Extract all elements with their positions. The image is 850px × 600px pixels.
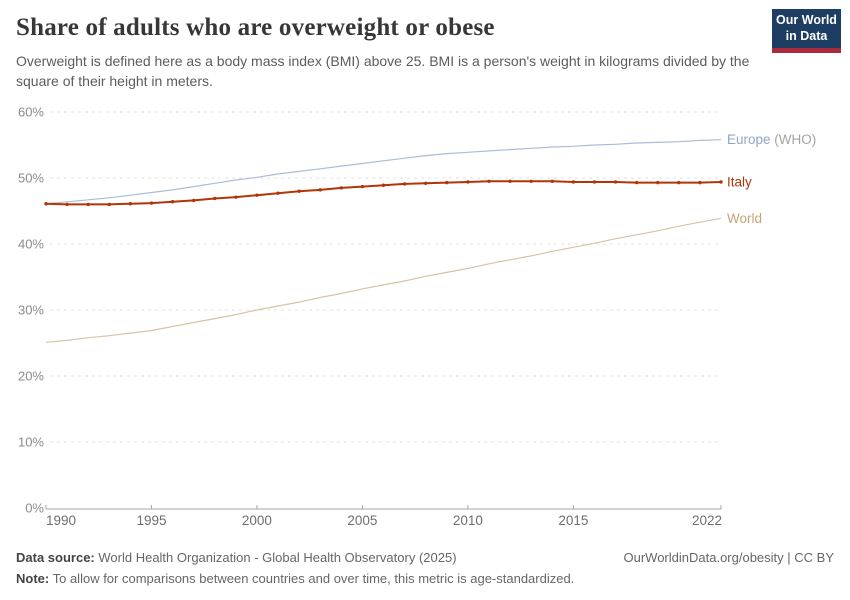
y-tick-label-20%: 20%: [18, 369, 44, 384]
series-marker-italy-2009: [445, 180, 449, 185]
series-marker-italy-1997: [191, 198, 196, 203]
series-marker-italy-2013: [529, 179, 533, 183]
x-tick-label-2010: 2010: [453, 513, 483, 528]
data-source-text: Data source: World Health Organization -…: [16, 550, 457, 565]
series-marker-italy-2014: [550, 179, 554, 183]
series-marker-italy-1991: [65, 202, 69, 207]
series-marker-italy-1998: [213, 196, 217, 201]
y-tick-label-60%: 60%: [18, 105, 44, 120]
y-tick-label-50%: 50%: [18, 171, 44, 186]
owid-logo[interactable]: Our World in Data: [772, 9, 841, 53]
footer-note-row: Note: To allow for comparisons between c…: [16, 571, 834, 586]
x-tick-label-2005: 2005: [347, 513, 377, 528]
series-marker-italy-2016: [592, 180, 597, 184]
footer-source-row: Data source: World Health Organization -…: [16, 550, 834, 565]
series-marker-italy-2010: [466, 180, 470, 184]
series-marker-italy-2000: [255, 193, 259, 197]
y-tick-label-10%: 10%: [18, 435, 44, 450]
series-marker-italy-2011: [487, 179, 491, 183]
chart-subtitle: Overweight is defined here as a body mas…: [16, 53, 750, 89]
x-tick-label-2000: 2000: [242, 513, 272, 528]
series-marker-italy-2015: [571, 180, 576, 184]
owid-logo-line1: Our World: [776, 13, 837, 28]
series-marker-italy-1999: [234, 195, 238, 199]
series-marker-italy-2007: [402, 182, 407, 186]
x-tick-label-1995: 1995: [136, 513, 166, 528]
series-marker-italy-1994: [128, 202, 133, 206]
data-source-label: Data source:: [16, 550, 95, 565]
series-line-europe-who[interactable]: [45, 139, 722, 205]
series-label-italy[interactable]: Italy: [727, 174, 752, 189]
series-marker-italy-2002: [297, 189, 301, 193]
series-line-world[interactable]: [45, 217, 722, 343]
x-tick-label-2022: 2022: [692, 513, 722, 528]
note-label: Note:: [16, 571, 50, 586]
series-marker-italy-1992: [86, 202, 90, 207]
y-tick-label-40%: 40%: [18, 237, 44, 252]
x-tick-label-1990: 1990: [46, 513, 76, 528]
series-marker-italy-2008: [423, 181, 428, 185]
series-marker-italy-2017: [613, 180, 618, 184]
series-label-world[interactable]: World: [727, 211, 762, 226]
y-tick-label-30%: 30%: [18, 303, 44, 318]
series-marker-italy-2004: [339, 186, 344, 190]
data-source-value: World Health Organization - Global Healt…: [98, 550, 457, 565]
y-tick-label-0%: 0%: [25, 501, 44, 516]
chart-title: Share of adults who are overweight or ob…: [16, 14, 495, 41]
series-marker-italy-2005: [360, 184, 365, 189]
series-marker-italy-2018: [634, 180, 639, 185]
note-value: To allow for comparisons between countri…: [52, 571, 575, 586]
series-marker-italy-2001: [276, 191, 280, 195]
series-marker-italy-2006: [381, 183, 386, 187]
series-marker-italy-1996: [170, 200, 175, 204]
x-tick-label-2015: 2015: [558, 513, 588, 528]
series-marker-italy-2019: [656, 180, 660, 185]
owid-license-link[interactable]: OurWorldinData.org/obesity | CC BY: [623, 550, 835, 565]
series-marker-italy-1993: [107, 202, 111, 207]
series-marker-italy-1995: [149, 201, 154, 205]
series-marker-italy-2021: [698, 180, 702, 185]
series-marker-italy-2003: [318, 188, 322, 192]
series-marker-italy-2022: [719, 180, 723, 184]
series-marker-italy-2012: [508, 179, 512, 183]
series-marker-italy-2020: [677, 180, 681, 185]
series-label-europe-who[interactable]: Europe (WHO): [727, 132, 816, 147]
series-marker-italy-1990: [44, 202, 48, 206]
owid-logo-line2: in Data: [785, 28, 828, 43]
